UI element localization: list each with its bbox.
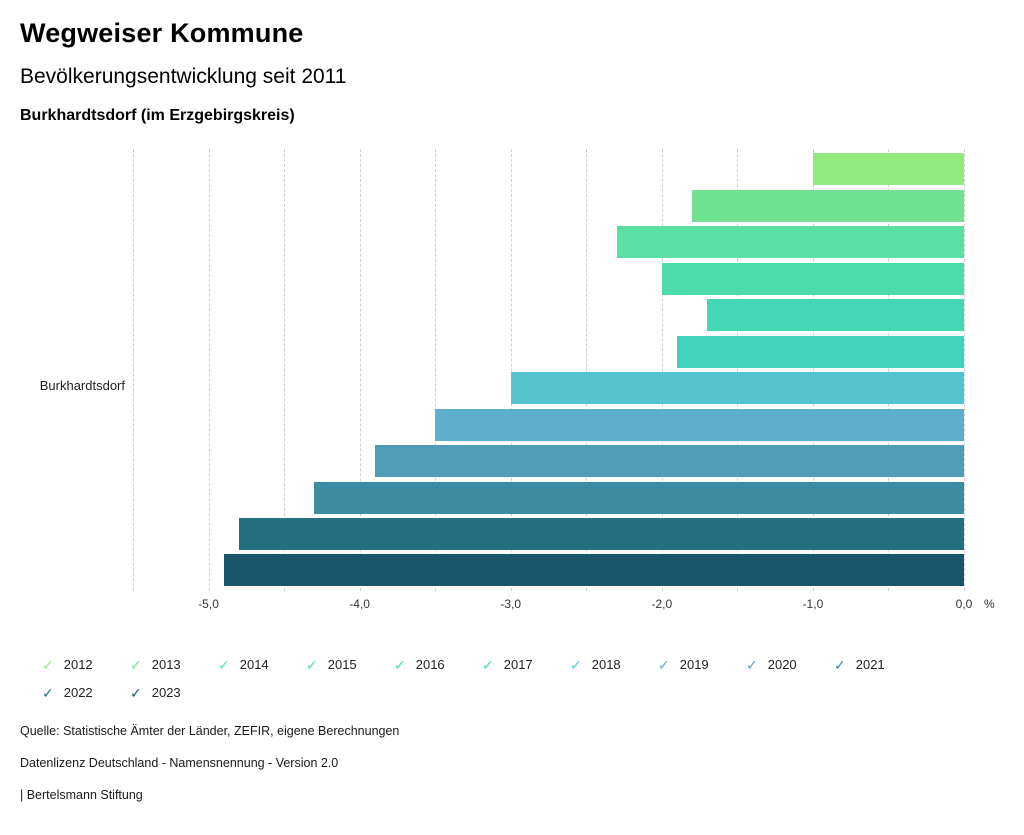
plot-area [133,149,965,591]
legend-item-2015[interactable]: ✓ 2015 [306,657,394,672]
license-text: Datenlizenz Deutschland - Namensnennung … [20,756,339,770]
x-tick-label: -3,0 [500,597,522,611]
bar-2016[interactable] [707,299,964,332]
region-title: Burkhardtsdorf (im Erzgebirgskreis) [20,107,295,124]
bar-2023[interactable] [223,554,964,587]
gridline [964,149,965,591]
legend-label: 2014 [239,657,269,672]
legend-label: 2021 [855,657,885,672]
legend-label: 2017 [503,657,533,672]
bar-2020[interactable] [374,445,964,478]
check-icon: ✓ [570,656,582,673]
legend: ✓ 2012 ✓ 2013 ✓ 2014 ✓ 2015 ✓ 2016 ✓ 2017 ✓ 2018 ✓ 2019… [20,657,925,700]
legend-item-2019[interactable]: ✓ 2019 [658,657,746,672]
check-icon: ✓ [658,656,670,673]
gridline [284,149,286,591]
check-icon: ✓ [834,656,846,673]
legend-label: 2016 [415,657,445,672]
gridline [812,149,814,591]
x-tick-label: -5,0 [198,597,219,611]
check-icon: ✓ [306,656,318,673]
legend-item-2020[interactable]: ✓ 2020 [746,657,834,672]
legend-label: 2020 [767,657,797,672]
legend-item-2016[interactable]: ✓ 2016 [394,657,482,672]
source-text: Quelle: Statistische Ämter der Länder, Z… [20,724,400,738]
check-icon: ✓ [482,656,494,673]
wegweiser-kommune-report: Wegweiser Kommune Bevölkerungsentwicklun… [20,18,1004,802]
x-tick-label: -4,0 [349,597,370,611]
y-axis-category-label: Burkhardtsdorf [39,377,125,393]
legend-item-2022[interactable]: ✓ 2022 [42,685,130,700]
gridline [586,149,588,591]
legend-item-2014[interactable]: ✓ 2014 [218,657,306,672]
x-tick-label: 0,0 [955,597,973,611]
x-tick-label: -1,0 [802,597,824,611]
chart-title: Bevölkerungsentwicklung seit 2011 [20,65,347,88]
legend-label: 2023 [151,685,181,700]
gridline [359,149,361,591]
bar-2012[interactable] [812,153,964,186]
gridline [510,149,512,591]
gridline [661,149,663,591]
legend-item-2018[interactable]: ✓ 2018 [570,657,658,672]
report-header: Wegweiser Kommune Bevölkerungsentwicklun… [20,18,1004,125]
bar-2017[interactable] [676,335,964,368]
gridline [888,149,890,591]
x-tick-label: -2,0 [651,597,673,611]
gridline [737,149,739,591]
population-bar-chart: Burkhardtsdorf -5,0 -4,0 -3,0 -2,0 -1,0 0,0% [20,149,1004,621]
check-icon: ✓ [42,684,54,701]
x-axis: -5,0 -4,0 -3,0 -2,0 -1,0 0,0% [133,597,994,621]
report-footer: Quelle: Statistische Ämter der Länder, Z… [20,724,1004,802]
legend-label: 2012 [63,657,93,672]
legend-item-2012[interactable]: ✓ 2012 [42,657,130,672]
gridline [435,149,437,591]
check-icon: ✓ [394,656,406,673]
check-icon: ✓ [130,684,142,701]
attribution-text: | Bertelsmann Stiftung [20,788,143,802]
bar-2018[interactable] [510,372,964,405]
gridline [133,149,134,591]
bar-2015[interactable] [661,262,964,295]
check-icon: ✓ [130,656,142,673]
plot-wrap: -5,0 -4,0 -3,0 -2,0 -1,0 0,0% [133,149,995,621]
bar-2014[interactable] [616,226,964,259]
gridline [208,149,210,591]
legend-label: 2022 [63,685,93,700]
bar-2021[interactable] [314,481,964,514]
legend-label: 2013 [151,657,181,672]
legend-item-2013[interactable]: ✓ 2013 [130,657,218,672]
bars-group [133,149,964,591]
page-title: Wegweiser Kommune [20,18,304,48]
legend-item-2023[interactable]: ✓ 2023 [130,685,218,700]
legend-item-2021[interactable]: ✓ 2021 [834,657,922,672]
legend-label: 2018 [591,657,621,672]
bar-2013[interactable] [692,189,964,222]
check-icon: ✓ [746,656,758,673]
bar-2022[interactable] [238,517,964,550]
check-icon: ✓ [42,656,54,673]
legend-label: 2015 [327,657,357,672]
legend-label: 2019 [679,657,709,672]
check-icon: ✓ [218,656,230,673]
bar-2019[interactable] [435,408,964,441]
legend-item-2017[interactable]: ✓ 2017 [482,657,570,672]
x-axis-unit-label: % [984,597,995,611]
